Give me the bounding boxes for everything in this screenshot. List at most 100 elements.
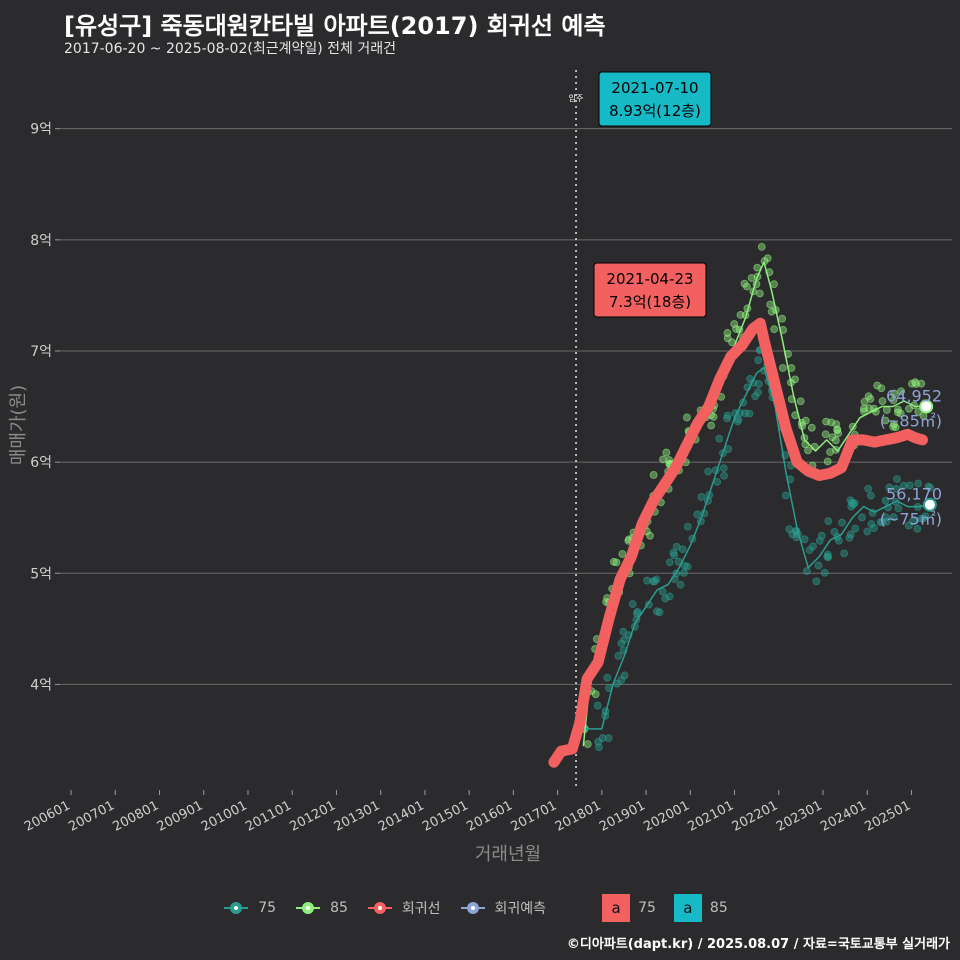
scatter-point-75 <box>870 524 878 533</box>
scatter-point-75 <box>633 609 641 618</box>
scatter-point-85 <box>889 422 898 431</box>
legend-box-85: a <box>673 894 702 922</box>
scatter-point-85 <box>709 413 718 421</box>
x-tick-label: 201201 <box>287 798 338 835</box>
scatter-point-75 <box>754 380 763 388</box>
scatter-point-75 <box>899 481 908 490</box>
scatter-point-75 <box>665 592 674 601</box>
scatter-point-85 <box>890 389 899 398</box>
legend-item-75: 75 <box>222 898 276 918</box>
regression-line <box>548 317 928 768</box>
scatter-point-85 <box>894 405 902 414</box>
x-tick-label: 201701 <box>509 798 560 835</box>
max-price-callout-box <box>598 71 712 127</box>
scatter-point-75 <box>661 594 670 603</box>
scatter-point-75 <box>817 531 826 540</box>
scatter-point-85 <box>796 397 805 406</box>
scatter-point-75 <box>650 577 659 586</box>
scatter-point-85 <box>804 446 812 455</box>
end-area-label-85: (~85㎡) <box>880 412 942 431</box>
max-price-callout-date: 2021-07-10 <box>611 79 698 97</box>
scatter-point-75 <box>904 521 913 530</box>
scatter-point-85 <box>755 289 764 298</box>
scatter-point-85 <box>736 310 745 319</box>
scatter-point-75 <box>676 580 685 589</box>
x-tick-label: 202501 <box>862 798 913 835</box>
scatter-point-85 <box>823 457 832 466</box>
scatter-point-85 <box>878 397 887 405</box>
scatter-point-75 <box>824 553 833 562</box>
regression-peak-callout-value: 7.3억(18층) <box>609 293 691 311</box>
scatter-point-75 <box>693 510 702 519</box>
scatter-point-85 <box>912 380 921 388</box>
scatter-point-85 <box>770 325 779 334</box>
end-value-label-85: 64,952 <box>886 387 942 406</box>
scatter-point-75 <box>892 485 901 493</box>
y-tick-label: 7억 <box>30 344 52 360</box>
scatter-point-75 <box>905 481 914 490</box>
scatter-point-85 <box>833 426 842 434</box>
scatter-point-75 <box>851 524 860 533</box>
scatter-point-75 <box>665 558 674 567</box>
scatter-point-75 <box>723 411 732 420</box>
scatter-point-75 <box>894 504 903 513</box>
scatter-point-75 <box>614 651 623 660</box>
scatter-point-85 <box>662 448 671 457</box>
x-axis-title: 거래년월 <box>475 844 541 865</box>
x-tick-label: 200701 <box>66 798 117 835</box>
scatter-point-75 <box>683 522 692 531</box>
legend-item-regression: 회귀선 <box>366 898 441 918</box>
scatter-point-75 <box>809 542 817 551</box>
scatter-point-75 <box>603 673 612 682</box>
scatter-point-85 <box>591 690 600 699</box>
scatter-point-75 <box>620 671 629 680</box>
legend-key-85 <box>294 898 322 918</box>
chart-title: [유성구] 죽동대원칸타빌 아파트(2017) 회귀선 예측 <box>64 12 606 40</box>
scatter-point-85 <box>730 320 739 328</box>
scatter-point-75 <box>679 568 688 577</box>
scatter-point-75 <box>754 388 762 397</box>
scatter-point-75 <box>658 587 667 596</box>
x-tick-label: 201901 <box>597 798 648 835</box>
scatter-point-75 <box>593 701 602 710</box>
scatter-point-75 <box>882 517 891 526</box>
x-tick-label: 202301 <box>774 798 825 835</box>
scatter-point-85 <box>612 558 621 567</box>
legend-box-item-75: a 75 <box>602 894 656 922</box>
legend-item-85: 85 <box>294 898 348 918</box>
scatter-point-75 <box>814 561 823 570</box>
scatter-point-75 <box>655 608 664 617</box>
x-tick-label: 200901 <box>155 798 206 835</box>
scatter-point-75 <box>867 520 876 528</box>
scatter-point-75 <box>678 545 687 554</box>
legend-label-75: 75 <box>258 900 277 916</box>
scatter-point-85 <box>649 471 658 479</box>
scatter-point-75 <box>754 356 763 365</box>
legend-box-75: a <box>602 894 631 922</box>
scatter-point-85 <box>767 307 776 316</box>
x-tick-label: 200801 <box>111 798 162 835</box>
scatter-point-75 <box>845 533 854 542</box>
scatter-point-75 <box>800 535 809 544</box>
scatter-point-85 <box>873 381 882 390</box>
scatter-point-85 <box>583 740 592 749</box>
legend-label-regression: 회귀선 <box>401 901 441 917</box>
x-tick-label: 200601 <box>22 798 73 835</box>
legend-key-regression <box>366 898 394 918</box>
scatter-point-75 <box>751 392 760 401</box>
scatter-point-75 <box>598 734 607 742</box>
scatter-point-75 <box>745 409 754 418</box>
x-tick-label: 202101 <box>686 798 737 835</box>
source-footer: ©디아파트(dapt.kr) / 2025.08.07 / 자료=국토교통부 실… <box>566 937 950 952</box>
scatter-point-75 <box>889 513 898 521</box>
scatter-point-85 <box>881 416 890 425</box>
scatter-point-85 <box>807 423 816 432</box>
scatter-point-85 <box>896 409 905 418</box>
scatter-point-85 <box>778 314 787 323</box>
scatter-point-75 <box>858 513 866 522</box>
scatter-point-75 <box>720 471 728 480</box>
scatter-point-75 <box>733 417 742 426</box>
y-tick-label: 4억 <box>30 677 52 693</box>
scatter-point-85 <box>609 557 618 566</box>
